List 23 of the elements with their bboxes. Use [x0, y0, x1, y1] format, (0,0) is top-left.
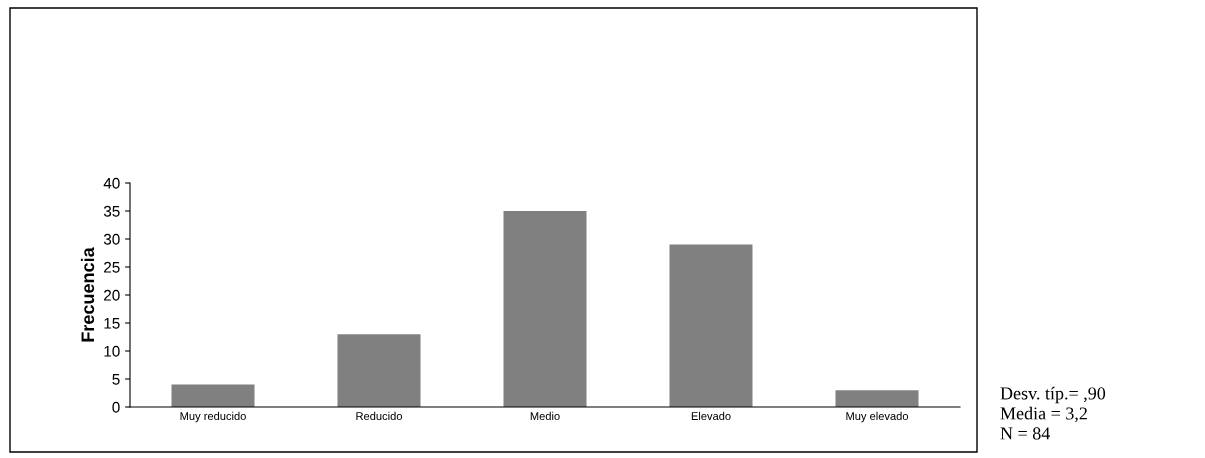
y-axis-title: Frecuencia: [80, 247, 95, 342]
y-tick-label: 40: [103, 177, 120, 189]
y-tick-label: 20: [104, 289, 120, 301]
text: Media = 3,2: [1000, 406, 1087, 423]
y-tick-label: 30: [103, 233, 120, 245]
y-tick-label: 25: [104, 261, 120, 273]
x-tick-label: Muy reducido: [180, 411, 246, 423]
text: Desv. típ.= ,90: [1000, 386, 1106, 404]
bar: [835, 390, 919, 407]
bar: [669, 244, 753, 407]
y-tick-label: 15: [104, 318, 120, 329]
x-tick-label: Medio: [530, 411, 560, 421]
y-tick-label: 10: [104, 345, 120, 357]
y-tick-label: 5: [112, 374, 120, 385]
x-tick-label: Elevado: [691, 411, 731, 421]
x-tick-label: Muy elevado: [846, 411, 909, 423]
text: N = 84: [1000, 427, 1051, 440]
bar: [503, 211, 587, 407]
bar: [171, 384, 255, 407]
bar: [337, 334, 421, 407]
x-tick-label: Reducido: [356, 411, 403, 421]
y-tick-label: 0: [112, 401, 120, 413]
y-tick-label: 35: [103, 205, 120, 217]
